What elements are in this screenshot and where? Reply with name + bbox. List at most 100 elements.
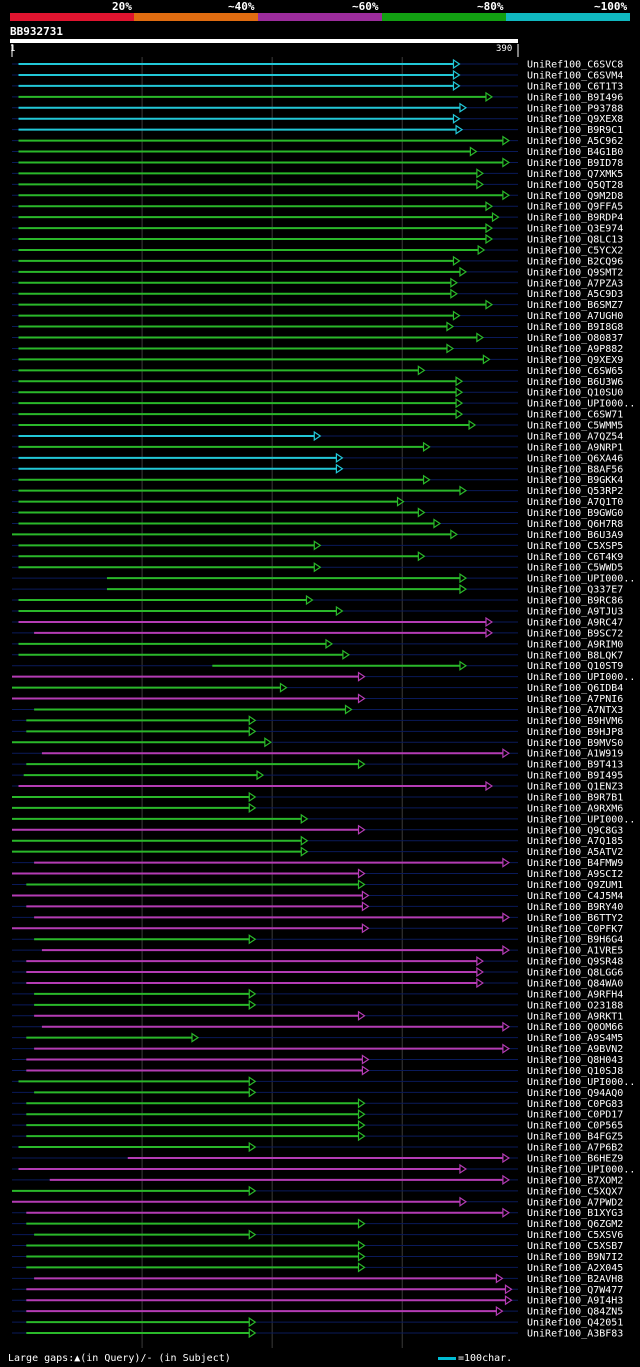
hit-arrow (313, 430, 322, 442)
hit-arrow (450, 288, 458, 299)
hit-label: UniRef100_B9T413 (527, 760, 623, 771)
hit-row: UniRef100_A7PZA3 (12, 277, 623, 289)
hit-row: UniRef100_O80837 (12, 332, 623, 344)
hit-row: UniRef100_A5C962 (12, 135, 623, 147)
hit-row: UniRef100_B9GWG0 (12, 507, 623, 519)
hit-row: UniRef100_B6SMZ7 (12, 299, 623, 311)
hit-label: UniRef100_A9BVN2 (527, 1044, 623, 1055)
hit-row: UniRef100_B2AVH8 (12, 1273, 623, 1285)
hit-arrow (459, 583, 468, 595)
hit-row: UniRef100_C0P565 (12, 1120, 623, 1132)
hit-arrow (417, 365, 426, 376)
hit-arrow (482, 354, 491, 365)
hit-label: UniRef100_Q10SU0 (527, 388, 623, 399)
hit-arrow (485, 299, 494, 310)
hit-label: UniRef100_B6U3A9 (527, 530, 623, 541)
hit-label: UniRef100_Q9ZUM1 (527, 880, 623, 891)
hit-label: UniRef100_UPI000.. (527, 1164, 635, 1175)
hit-label: UniRef100_C6SW65 (527, 366, 623, 377)
hit-label: UniRef100_Q6XA46 (527, 453, 623, 464)
hit-label: UniRef100_UPI000.. (527, 814, 635, 825)
hit-arrow (504, 1284, 513, 1295)
hit-row: UniRef100_B6U3W6 (12, 376, 623, 388)
hit-row: UniRef100_C5WMM5 (12, 419, 623, 432)
hit-label: UniRef100_B9R7B1 (527, 792, 623, 803)
hit-row: UniRef100_Q9ZUM1 (12, 879, 623, 891)
hit-arrow (450, 529, 458, 540)
hit-row: UniRef100_UPI000.. (12, 1163, 635, 1175)
hit-arrow (452, 113, 461, 124)
hit-label: UniRef100_C5WWD5 (527, 563, 623, 574)
legend-label-40: ~40% (228, 0, 255, 13)
hit-arrow (279, 682, 288, 693)
hit-row: UniRef100_A7UGH0 (12, 310, 623, 322)
hit-row: UniRef100_Q3E974 (12, 222, 623, 235)
hit-row: UniRef100_Q9C8G3 (12, 824, 623, 836)
hit-label: UniRef100_A7Q1T0 (527, 497, 623, 508)
hit-arrow (335, 452, 344, 463)
hit-arrow (256, 769, 265, 781)
hit-label: UniRef100_B9N7I2 (527, 1252, 623, 1263)
hit-arrow (502, 157, 510, 168)
hit-arrow (459, 266, 468, 277)
hit-arrow (248, 1229, 257, 1240)
hit-row: UniRef100_A9SCI2 (12, 868, 623, 880)
legend-label-100: ~100% (594, 0, 628, 13)
hit-arrow (357, 1098, 366, 1109)
hit-arrow (433, 518, 442, 529)
hit-label: UniRef100_Q6H7R8 (527, 519, 623, 530)
hit-label: UniRef100_A7PWD2 (527, 1197, 623, 1208)
hit-label: UniRef100_Q53RP2 (527, 486, 623, 497)
hit-label: UniRef100_A7Q185 (527, 836, 623, 847)
hit-label: UniRef100_C5XQX7 (527, 1186, 623, 1197)
hit-label: UniRef100_Q84WA0 (527, 978, 623, 989)
hit-arrow (357, 1240, 366, 1251)
legend-label-20: 20% (112, 0, 132, 13)
hit-arrow (495, 1306, 504, 1317)
hit-label: UniRef100_B9SC72 (527, 628, 623, 639)
hit-row: UniRef100_B6U3A9 (12, 529, 623, 541)
hit-row: UniRef100_Q0OM66 (12, 1021, 623, 1033)
hit-arrow (357, 1262, 366, 1273)
hit-row: UniRef100_Q9XEX9 (12, 354, 623, 366)
hit-label: UniRef100_Q10ST9 (527, 661, 623, 672)
hit-label: UniRef100_B9I496 (527, 92, 623, 103)
hit-arrow (476, 966, 484, 978)
hit-arrow (502, 135, 510, 146)
hit-row: UniRef100_B9RDP4 (12, 212, 623, 224)
legend-segment-40 (134, 13, 258, 21)
hit-row: UniRef100_B7XOM2 (12, 1174, 623, 1186)
hit-row: UniRef100_C5YCX2 (12, 244, 623, 256)
hit-label: UniRef100_B9HVM6 (527, 716, 623, 727)
hit-arrow (357, 693, 366, 704)
hit-row: UniRef100_Q9SR48 (12, 955, 623, 968)
hit-arrow (459, 485, 468, 496)
hit-label: UniRef100_C0PFK7 (527, 924, 623, 935)
hit-label: UniRef100_A7UGH0 (527, 311, 623, 322)
hit-label: UniRef100_A9RC47 (527, 617, 623, 628)
hit-label: UniRef100_B9I8G8 (527, 322, 623, 333)
hit-row: UniRef100_Q6ZGM2 (12, 1218, 623, 1230)
hit-row: UniRef100_B8LQK7 (12, 649, 623, 661)
hit-label: UniRef100_A9I4H3 (527, 1296, 623, 1307)
hit-row: UniRef100_UPI000.. (12, 813, 635, 825)
hit-row: UniRef100_B1XYG3 (12, 1207, 623, 1219)
hit-row: UniRef100_A9NRP1 (12, 441, 623, 453)
hit-arrow (476, 179, 484, 190)
hit-arrow (485, 91, 494, 102)
hit-row: UniRef100_B9SC72 (12, 627, 623, 639)
hit-arrow (452, 310, 461, 321)
hit-arrow (422, 474, 431, 485)
hit-label: UniRef100_P93788 (527, 103, 623, 114)
hit-arrow (502, 945, 510, 956)
hit-label: UniRef100_B8AF56 (527, 464, 623, 475)
hit-row: UniRef100_C5XSV6 (12, 1229, 623, 1241)
legend-segment-100 (506, 13, 630, 21)
hit-label: UniRef100_C6SVM4 (527, 70, 623, 81)
hit-label: UniRef100_A1VRE5 (527, 946, 623, 957)
hit-row: UniRef100_A3BF83 (12, 1327, 623, 1340)
hit-arrow (459, 1163, 468, 1175)
hit-arrow (450, 277, 458, 288)
hit-row: UniRef100_A7P6B2 (12, 1141, 623, 1154)
hit-row: UniRef100_Q42051 (12, 1316, 623, 1329)
